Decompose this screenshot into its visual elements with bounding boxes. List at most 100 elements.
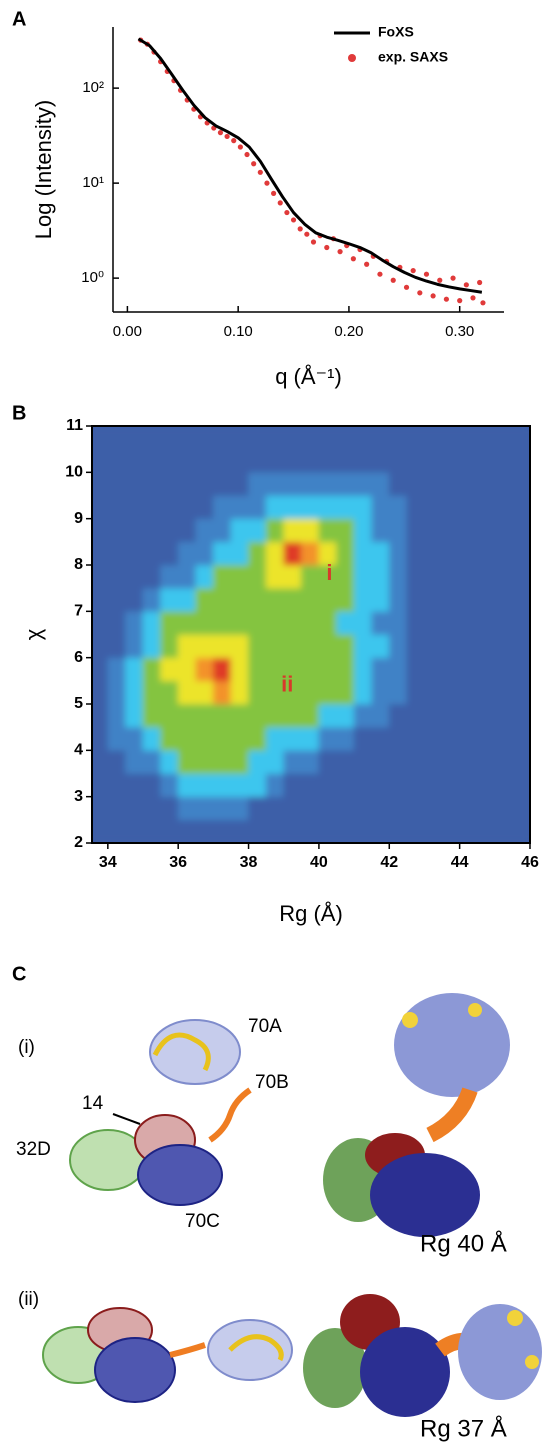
heat-cell: [388, 426, 408, 450]
heat-cell: [441, 426, 460, 450]
heat-cell: [283, 773, 302, 797]
heat-cell: [441, 518, 460, 543]
heat-cell: [476, 726, 496, 751]
heat-cell: [512, 703, 530, 728]
heat-cell: [301, 680, 320, 705]
data-point: [231, 138, 237, 144]
surface-ligand: [468, 1003, 482, 1017]
heat-cell: [160, 448, 179, 473]
heat-cell: [424, 564, 443, 589]
heat-cell: [441, 796, 460, 821]
heat-cell: [336, 495, 355, 519]
heat-cell: [353, 773, 372, 797]
heat-cell: [476, 564, 496, 589]
heat-cell: [494, 518, 513, 543]
heat-cell: [230, 750, 249, 774]
fit-line: [137, 37, 483, 294]
heat-cell: [494, 703, 513, 728]
heat-cell: [230, 611, 249, 635]
heat-cell: [142, 750, 161, 774]
data-point: [290, 217, 297, 223]
heat-cell: [213, 750, 232, 774]
heat-cell: [476, 657, 496, 682]
heat-cell: [301, 518, 320, 543]
heat-cell: [265, 426, 285, 450]
heat-cell: [494, 495, 513, 519]
heat-cell: [353, 726, 372, 751]
heat-cell: [459, 518, 478, 543]
heat-cell: [353, 472, 372, 496]
heat-cell: [424, 726, 443, 751]
heat-cell: [125, 796, 144, 821]
heat-cell: [441, 773, 460, 797]
heat-cell: [371, 634, 390, 658]
heat-cell: [336, 703, 355, 728]
heat-cell: [494, 448, 513, 473]
heat-cell: [125, 680, 144, 705]
heat-cell: [406, 564, 425, 589]
heat-cell: [177, 541, 197, 566]
data-point: [437, 277, 443, 283]
heat-cell: [160, 819, 179, 843]
heat-cell: [213, 634, 232, 658]
heat-cell: [142, 541, 161, 566]
y-tick-label: 6: [74, 649, 83, 666]
structures: [42, 993, 542, 1417]
heat-cell: [213, 657, 232, 682]
data-point: [224, 133, 230, 140]
heat-cell: [406, 819, 425, 843]
heat-cell: [230, 657, 249, 682]
y-tick-label: 9: [74, 510, 83, 527]
heat-cell: [230, 426, 249, 450]
heat-cell: [336, 541, 355, 566]
heat-cell: [265, 819, 285, 843]
heat-cell: [371, 495, 390, 519]
domain-label: 14: [82, 1093, 104, 1114]
heat-cell: [494, 426, 513, 450]
heat-cell: [353, 541, 372, 566]
data-point: [337, 249, 343, 255]
heat-cell: [476, 541, 496, 566]
heat-cell: [494, 819, 513, 843]
heat-cell: [353, 750, 372, 774]
heat-cell: [283, 587, 302, 612]
heat-cell: [406, 587, 425, 612]
data-point: [463, 282, 469, 288]
heat-cell: [388, 611, 408, 635]
heat-cell: [353, 796, 372, 821]
heat-cell: [512, 426, 530, 450]
heat-cell: [336, 796, 355, 821]
heat-cell: [441, 448, 460, 473]
heat-cell: [406, 472, 425, 496]
heat-cell: [177, 495, 197, 519]
heat-cell: [248, 796, 267, 821]
heat-cell: [248, 750, 267, 774]
heat-cell: [248, 564, 267, 589]
data-point: [304, 231, 310, 237]
heat-cell: [441, 703, 460, 728]
heat-cell: [318, 472, 337, 496]
heat-cell: [248, 541, 267, 566]
heat-cell: [195, 541, 214, 566]
heat-cell: [160, 726, 179, 751]
heat-cell: [318, 750, 337, 774]
heat-cell: [459, 796, 478, 821]
data-point: [477, 279, 483, 286]
heat-cell: [441, 750, 460, 774]
heat-cell: [177, 448, 197, 473]
data-point: [297, 226, 303, 232]
heat-cell: [512, 587, 530, 612]
heat-cell: [107, 703, 126, 728]
heat-cell: [318, 726, 337, 751]
surface-70c: [360, 1327, 450, 1417]
heat-cell: [265, 518, 285, 543]
heat-cell: [265, 587, 285, 612]
heat-cell: [160, 657, 179, 682]
heat-cell: [494, 472, 513, 496]
heat-cell: [230, 680, 249, 705]
y-tick-label: 10⁰: [81, 269, 104, 286]
heat-cell: [142, 495, 161, 519]
data-point: [480, 300, 486, 306]
heat-cell: [92, 726, 109, 751]
heat-cell: [92, 495, 109, 519]
